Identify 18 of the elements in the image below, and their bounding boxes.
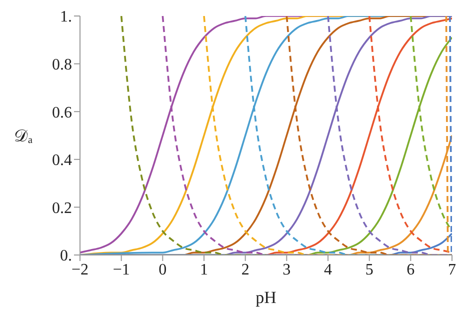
y-tick-label: 0.	[60, 248, 72, 265]
x-tick-label: 7	[448, 261, 456, 278]
x-tick-label: 6	[406, 261, 415, 278]
x-tick-label: −2	[71, 261, 89, 278]
x-axis-title: pH	[256, 288, 276, 307]
y-tick-label: 1.	[60, 8, 72, 26]
x-tick-label: 0	[158, 261, 167, 278]
y-tick-label: 0.8	[52, 56, 72, 74]
y-tick-label: 0.6	[52, 104, 72, 122]
x-tick-label: 1	[200, 261, 208, 278]
y-tick-label: 0.4	[52, 152, 72, 170]
x-tick-label: 5	[365, 261, 374, 278]
x-tick-label: −1	[112, 261, 130, 278]
x-tick-label: 3	[282, 261, 291, 278]
x-tick-label: 2	[241, 261, 250, 278]
y-axis-title: 𝒟ₐ	[14, 126, 33, 146]
x-tick-label: 4	[324, 261, 332, 278]
y-tick-label: 0.2	[52, 200, 72, 217]
